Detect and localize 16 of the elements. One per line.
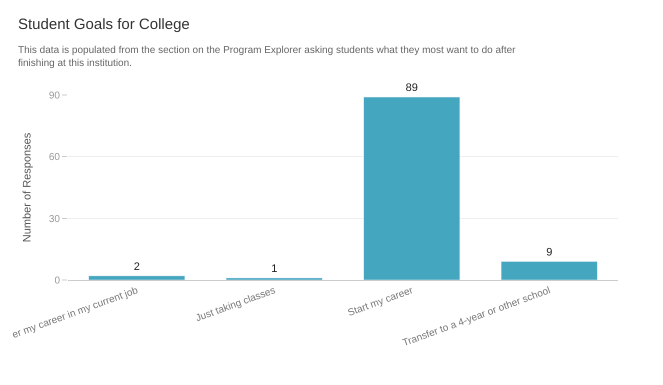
bar: [500, 261, 598, 280]
x-tick-label: er my career in my current job: [10, 285, 140, 341]
y-tick-label: 30: [48, 214, 60, 225]
chart-subtitle: This data is populated from the section on the Program Explorer asking students what they most want to do after finishing at this institution.: [18, 45, 516, 69]
data-label: 2: [134, 260, 140, 273]
data-label: 89: [406, 82, 418, 94]
data-label: 9: [546, 246, 552, 258]
x-tick-label: Just taking classes: [194, 285, 277, 324]
data-label: 1: [271, 262, 278, 275]
y-axis-title: Number of Responses: [22, 132, 34, 242]
y-tick-label: 90: [48, 90, 60, 102]
bar: [88, 276, 186, 280]
y-tick-label: 0: [54, 276, 60, 286]
x-tick-label: Start my career: [346, 284, 416, 319]
y-tick-label: 60: [48, 152, 60, 164]
chart-title: Student Goals for College: [18, 16, 190, 33]
